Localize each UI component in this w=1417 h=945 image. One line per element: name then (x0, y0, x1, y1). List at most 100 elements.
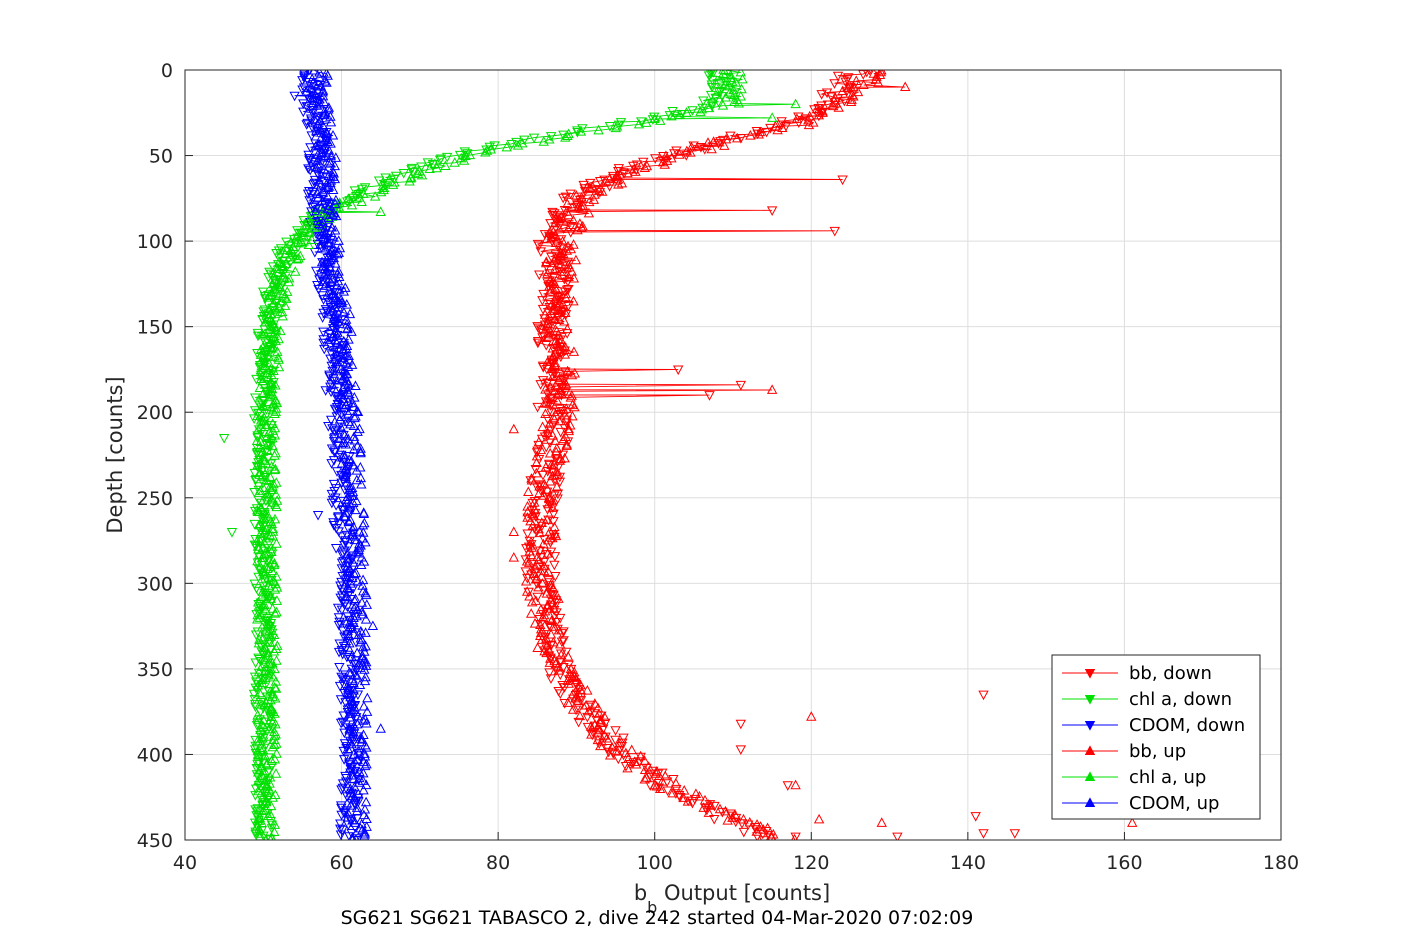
data-point (407, 167, 419, 178)
data-point (307, 92, 318, 102)
data-point (329, 486, 340, 497)
data-point (547, 430, 558, 440)
data-point (622, 762, 633, 773)
data-point (586, 728, 597, 739)
data-point (565, 663, 577, 674)
data-point (791, 113, 803, 123)
data-point (307, 96, 318, 106)
data-point (342, 687, 353, 698)
data-point (269, 826, 280, 837)
data-point (298, 99, 309, 109)
data-point (332, 248, 343, 259)
data-point (265, 593, 277, 603)
data-point (674, 109, 686, 119)
data-point (641, 117, 652, 127)
data-point (501, 141, 512, 152)
data-point (334, 639, 345, 650)
data-point (283, 272, 295, 283)
data-point (551, 338, 563, 349)
data-point (688, 141, 699, 152)
data-point (305, 217, 317, 227)
data-point (266, 484, 278, 495)
data-point (330, 152, 342, 162)
data-point (338, 393, 349, 404)
legend-entry: chl a, down (1129, 689, 1232, 710)
data-point (252, 558, 264, 569)
data-point (267, 603, 278, 613)
data-point (676, 110, 687, 120)
data-point (529, 568, 540, 579)
data-point (346, 685, 357, 696)
data-point (260, 455, 271, 465)
data-point (558, 433, 569, 444)
data-point (534, 562, 546, 573)
data-point (803, 119, 815, 130)
data-point (669, 149, 680, 159)
data-point (261, 419, 272, 430)
data-point (329, 160, 341, 171)
data-point (303, 227, 315, 238)
data-point (347, 397, 358, 408)
data-point (249, 672, 261, 683)
data-point (264, 658, 275, 669)
data-point (522, 529, 533, 540)
data-point (524, 590, 535, 601)
data-point (358, 654, 370, 665)
data-point (601, 732, 613, 743)
data-point (548, 636, 559, 647)
data-point (331, 402, 343, 413)
data-point (252, 433, 263, 444)
data-point (314, 71, 325, 82)
data-point (318, 176, 329, 187)
y-tick-label: 0 (161, 60, 173, 82)
data-point (270, 303, 281, 314)
data-point (533, 436, 545, 447)
data-point (829, 79, 840, 89)
data-point (811, 103, 823, 114)
data-point (829, 226, 840, 237)
data-point (545, 628, 557, 639)
data-point (563, 678, 574, 688)
data-point (703, 102, 715, 113)
data-point (541, 340, 552, 351)
data-point (305, 83, 317, 93)
data-point (262, 491, 273, 502)
data-point (527, 498, 538, 509)
data-point (344, 308, 356, 319)
data-point (549, 560, 560, 571)
data-point (255, 724, 266, 734)
data-point (557, 193, 569, 204)
data-point (357, 532, 368, 543)
data-point (508, 552, 520, 562)
data-point (316, 256, 328, 267)
data-point (541, 393, 553, 404)
data-point (270, 718, 281, 729)
data-point (357, 574, 369, 585)
data-point (892, 832, 903, 840)
data-point (537, 611, 549, 622)
data-point (349, 530, 360, 541)
data-point (289, 91, 300, 102)
data-point (737, 73, 748, 84)
data-point (544, 526, 556, 536)
data-point (350, 504, 361, 515)
data-point (347, 486, 359, 497)
data-point (335, 695, 347, 705)
data-point (349, 781, 360, 792)
data-point (595, 740, 606, 751)
data-point (252, 459, 263, 470)
data-point (323, 203, 334, 214)
y-ticks: 0 50 100 150 200 250 300 350 400 450 (137, 60, 193, 852)
data-point (827, 100, 839, 111)
data-point (530, 512, 541, 522)
data-point (848, 81, 859, 92)
data-point (309, 79, 321, 90)
data-point (297, 85, 308, 96)
data-point (620, 747, 632, 758)
data-point (738, 827, 750, 838)
data-point (556, 211, 567, 222)
data-point (705, 800, 717, 810)
data-point (506, 139, 517, 150)
data-point (558, 248, 569, 258)
data-point (574, 710, 586, 721)
